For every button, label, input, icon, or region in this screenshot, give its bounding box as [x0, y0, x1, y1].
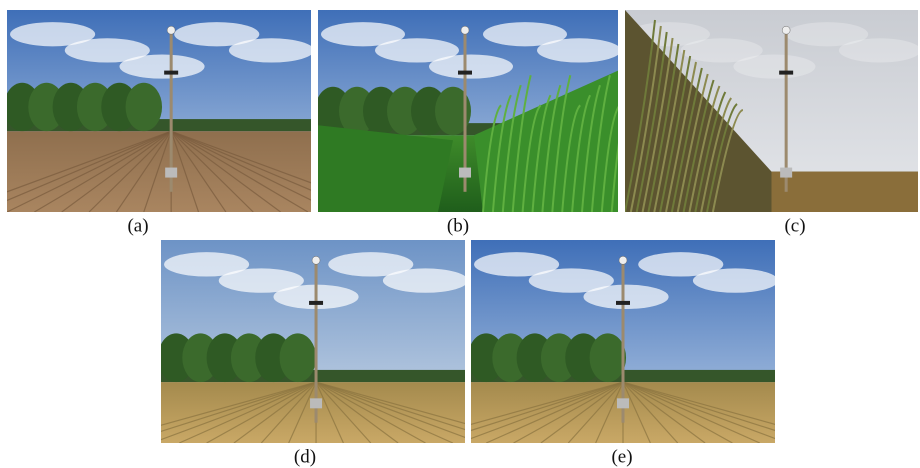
gauge: [167, 26, 175, 34]
base: [310, 398, 322, 408]
scene: [404, 240, 842, 443]
cloud: [383, 268, 468, 292]
gauge: [312, 256, 320, 264]
cloud: [119, 54, 204, 78]
sensor-plate: [616, 301, 630, 305]
base: [165, 168, 177, 178]
cloud: [537, 38, 621, 62]
gauge: [782, 26, 790, 34]
corn-left: [318, 125, 453, 212]
cloud: [429, 54, 513, 78]
scene: [97, 240, 535, 443]
sensor-plate: [779, 71, 793, 75]
photo: [404, 240, 842, 443]
panel-label: (c): [784, 215, 805, 236]
tree: [126, 83, 162, 131]
photo: [315, 10, 630, 212]
panel-label: (d): [294, 446, 316, 467]
corn-right: [772, 172, 919, 212]
cloud: [839, 38, 920, 62]
tree: [590, 333, 626, 382]
gauge: [461, 26, 469, 34]
sensor-plate: [458, 71, 472, 75]
photo: [625, 10, 920, 212]
sensor-plate: [309, 301, 323, 305]
panel-label: (a): [127, 215, 148, 236]
base: [780, 168, 792, 178]
sensor-plate: [164, 71, 178, 75]
tree: [280, 333, 316, 382]
gauge: [619, 256, 627, 264]
cloud: [229, 38, 314, 62]
panel-label: (b): [447, 215, 469, 236]
photo: [97, 240, 535, 443]
cloud: [733, 54, 815, 78]
scene: [625, 10, 920, 212]
cloud: [583, 285, 668, 309]
scene: [315, 10, 630, 212]
panel-label: (e): [611, 446, 632, 467]
base: [617, 398, 629, 408]
cloud: [693, 268, 778, 292]
base: [459, 168, 471, 178]
figure: (a) (b) (c) (d) (e): [0, 0, 920, 468]
